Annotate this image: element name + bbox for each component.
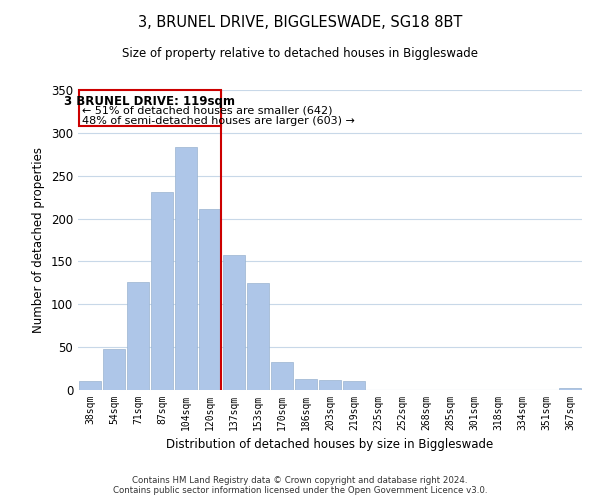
Text: 3, BRUNEL DRIVE, BIGGLESWADE, SG18 8BT: 3, BRUNEL DRIVE, BIGGLESWADE, SG18 8BT [138,15,462,30]
Bar [127,282,149,390]
Bar [79,90,221,126]
Text: Size of property relative to detached houses in Biggleswade: Size of property relative to detached ho… [122,48,478,60]
X-axis label: Distribution of detached houses by size in Biggleswade: Distribution of detached houses by size … [166,438,494,452]
Bar [151,192,173,390]
Bar [559,388,581,390]
Text: Contains public sector information licensed under the Open Government Licence v3: Contains public sector information licen… [113,486,487,495]
Bar [247,283,269,390]
Text: 48% of semi-detached houses are larger (603) →: 48% of semi-detached houses are larger (… [82,116,355,126]
Bar [103,349,125,390]
Bar [271,362,293,390]
Text: 3 BRUNEL DRIVE: 119sqm: 3 BRUNEL DRIVE: 119sqm [65,95,235,108]
Bar [79,380,101,390]
Bar [295,379,317,390]
Bar [175,148,197,390]
Bar [319,380,341,390]
Text: Contains HM Land Registry data © Crown copyright and database right 2024.: Contains HM Land Registry data © Crown c… [132,476,468,485]
Y-axis label: Number of detached properties: Number of detached properties [32,147,46,333]
Bar [199,209,221,390]
Bar [223,256,245,390]
Bar [343,382,365,390]
Text: ← 51% of detached houses are smaller (642): ← 51% of detached houses are smaller (64… [82,106,332,116]
